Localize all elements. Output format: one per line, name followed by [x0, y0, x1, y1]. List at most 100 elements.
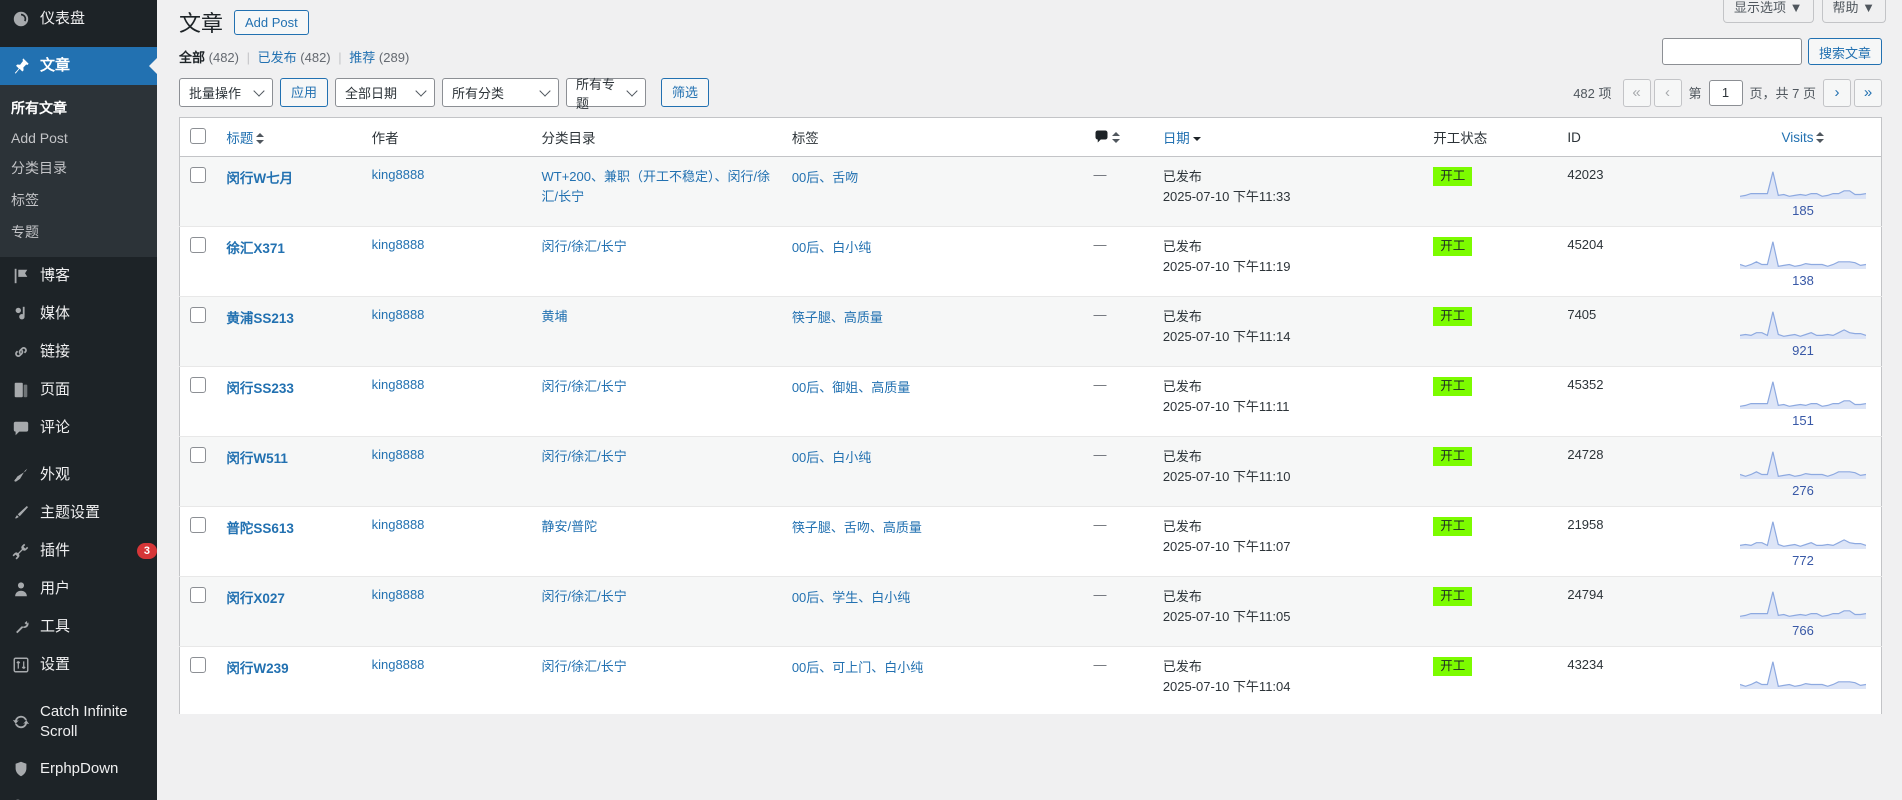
sidebar-item-外观[interactable]: 外观 — [0, 456, 157, 494]
table-row[interactable]: 闵行SS233 king8888 闵行/徐汇/长宁 00后、御姐、高质量 — 已发布 202… — [179, 366, 1882, 437]
post-tags[interactable]: 00后、白小纯 — [791, 240, 872, 255]
post-categories[interactable]: 闵行/徐汇/长宁 — [541, 239, 627, 254]
post-categories[interactable]: 黄埔 — [541, 309, 568, 324]
row-checkbox[interactable] — [190, 587, 206, 603]
first-page-button[interactable]: « — [1622, 78, 1651, 107]
user-icon — [11, 579, 31, 599]
sidebar-item-页面[interactable]: 页面 — [0, 371, 157, 409]
post-categories[interactable]: 闵行/徐汇/长宁 — [541, 589, 627, 604]
column-header-date[interactable]: 日期 — [1152, 117, 1424, 157]
post-author-link[interactable]: king8888 — [371, 167, 425, 182]
post-author-link[interactable]: king8888 — [371, 447, 425, 462]
sidebar-item-链接[interactable]: 链接 — [0, 333, 157, 371]
submenu-item-专题[interactable]: 专题 — [11, 224, 39, 240]
sort-indicator-title[interactable] — [256, 132, 265, 145]
post-title-link[interactable]: 黄浦SS213 — [226, 311, 294, 326]
post-categories[interactable]: 闵行/徐汇/长宁 — [541, 659, 627, 674]
sidebar-item-主题设置[interactable]: 主题设置 — [0, 494, 157, 532]
post-tags[interactable]: 00后、白小纯 — [791, 450, 872, 465]
sidebar-item-catch-infinite-scroll[interactable]: Catch Infinite Scroll — [0, 693, 157, 750]
post-title-link[interactable]: 闵行W七月 — [226, 171, 294, 186]
sidebar-item-工具[interactable]: 工具 — [0, 608, 157, 646]
topic-filter-select[interactable]: 所有专题 — [566, 77, 647, 111]
help-button[interactable]: 帮助 ▼ — [1821, 0, 1886, 23]
post-tags[interactable]: 00后、御姐、高质量 — [791, 380, 911, 395]
sidebar-item-评论[interactable]: 评论 — [0, 409, 157, 447]
filter-button[interactable]: 筛选 — [661, 78, 710, 107]
sidebar-item-媒体[interactable]: 媒体 — [0, 295, 157, 333]
post-tags[interactable]: 筷子腿、高质量 — [791, 310, 883, 325]
post-author-link[interactable]: king8888 — [371, 587, 425, 602]
sidebar-item-用户[interactable]: 用户 — [0, 570, 157, 608]
column-header-visits[interactable]: Visits — [1724, 117, 1882, 157]
row-checkbox[interactable] — [190, 517, 206, 533]
row-checkbox[interactable] — [190, 447, 206, 463]
last-page-button[interactable]: » — [1854, 78, 1882, 107]
apply-bulk-action-button[interactable]: 应用 — [280, 78, 329, 107]
table-row[interactable]: 闵行W239 king8888 闵行/徐汇/长宁 00后、可上门、白小纯 — 已发布 202… — [179, 646, 1882, 714]
row-checkbox[interactable] — [190, 237, 206, 253]
post-title-link[interactable]: 闵行X027 — [226, 591, 285, 606]
sort-indicator-visits[interactable] — [1816, 131, 1825, 144]
current-page-input[interactable] — [1708, 79, 1743, 106]
table-row[interactable]: 闵行X027 king8888 闵行/徐汇/长宁 00后、学生、白小纯 — 已发布 2025… — [179, 576, 1882, 647]
post-author-link[interactable]: king8888 — [371, 237, 425, 252]
submenu-item-add-post[interactable]: Add Post — [11, 130, 68, 146]
submenu-item-标签[interactable]: 标签 — [11, 192, 39, 208]
post-title-link[interactable]: 闵行SS233 — [226, 381, 294, 396]
row-checkbox[interactable] — [190, 307, 206, 323]
sidebar-item-博客[interactable]: 博客 — [0, 257, 157, 295]
visits-sparkline — [1735, 237, 1871, 271]
sidebar-item-插件[interactable]: 插件 3 — [0, 532, 157, 570]
post-tags[interactable]: 00后、可上门、白小纯 — [791, 660, 924, 675]
screen-options-button[interactable]: 显示选项 ▼ — [1723, 0, 1814, 23]
row-checkbox[interactable] — [190, 657, 206, 673]
post-categories[interactable]: WT+200、兼职（开工不稳定）、闵行/徐汇/长宁 — [541, 169, 771, 205]
post-tags[interactable]: 00后、舌吻 — [791, 170, 859, 185]
table-row[interactable]: 徐汇X371 king8888 闵行/徐汇/长宁 00后、白小纯 — 已发布 2025-07… — [179, 226, 1882, 297]
category-filter-select[interactable]: 所有分类 — [442, 78, 560, 107]
post-author-link[interactable]: king8888 — [371, 307, 425, 322]
sidebar-item-password-for-wp[interactable]: Password for WP — [0, 788, 157, 800]
post-tags[interactable]: 筷子腿、舌吻、高质量 — [791, 520, 922, 535]
table-row[interactable]: 闵行W511 king8888 闵行/徐汇/长宁 00后、白小纯 — 已发布 2025-07… — [179, 436, 1882, 507]
post-title-link[interactable]: 闵行W239 — [226, 661, 289, 676]
post-title-link[interactable]: 徐汇X371 — [226, 241, 285, 256]
post-author-link[interactable]: king8888 — [371, 517, 425, 532]
post-categories[interactable]: 闵行/徐汇/长宁 — [541, 449, 627, 464]
post-categories[interactable]: 闵行/徐汇/长宁 — [541, 379, 627, 394]
table-row[interactable]: 闵行W七月 king8888 WT+200、兼职（开工不稳定）、闵行/徐汇/长宁 00… — [179, 156, 1882, 227]
row-checkbox[interactable] — [190, 167, 206, 183]
table-row[interactable]: 普陀SS613 king8888 静安/普陀 筷子腿、舌吻、高质量 — 已发布 2025-0… — [179, 506, 1882, 577]
date-filter-select[interactable]: 全部日期 — [335, 78, 436, 107]
sort-indicator-date[interactable] — [1192, 132, 1201, 145]
post-title-link[interactable]: 普陀SS613 — [226, 521, 294, 536]
next-page-button[interactable]: › — [1823, 78, 1851, 107]
column-header-comments[interactable] — [1083, 117, 1153, 157]
view-all-label[interactable]: 全部 — [179, 50, 206, 65]
submenu-item-所有文章[interactable]: 所有文章 — [11, 100, 67, 116]
view-featured-label[interactable]: 推荐 — [349, 50, 376, 65]
post-title-link[interactable]: 闵行W511 — [226, 451, 288, 466]
row-checkbox[interactable] — [190, 377, 206, 393]
post-tags[interactable]: 00后、学生、白小纯 — [791, 590, 911, 605]
add-post-button[interactable]: Add Post — [234, 9, 309, 35]
post-author-link[interactable]: king8888 — [371, 377, 425, 392]
select-all-checkbox[interactable] — [190, 127, 206, 144]
view-published-label[interactable]: 已发布 — [257, 50, 297, 65]
table-header-row: 标题 作者 分类目录 标签 — [179, 117, 1882, 157]
sort-indicator-comments[interactable] — [1111, 131, 1120, 144]
column-header-title[interactable]: 标题 — [216, 117, 362, 157]
submenu-item-分类目录[interactable]: 分类目录 — [11, 160, 67, 176]
post-author-link[interactable]: king8888 — [371, 657, 425, 672]
post-categories[interactable]: 静安/普陀 — [541, 519, 598, 534]
search-input[interactable] — [1661, 38, 1802, 65]
sidebar-item-仪表盘[interactable]: 仪表盘 — [0, 0, 157, 38]
prev-page-button[interactable]: ‹ — [1653, 78, 1682, 107]
sidebar-item-文章[interactable]: 文章 — [0, 47, 157, 85]
sidebar-item-erphpdown[interactable]: ErphpDown — [0, 750, 157, 788]
table-row[interactable]: 黄浦SS213 king8888 黄埔 筷子腿、高质量 — 已发布 2025-07-10 下… — [179, 296, 1882, 367]
bulk-action-select[interactable]: 批量操作 — [179, 78, 273, 107]
search-posts-button[interactable]: 搜索文章 — [1807, 38, 1882, 65]
sidebar-item-设置[interactable]: 设置 — [0, 646, 157, 684]
